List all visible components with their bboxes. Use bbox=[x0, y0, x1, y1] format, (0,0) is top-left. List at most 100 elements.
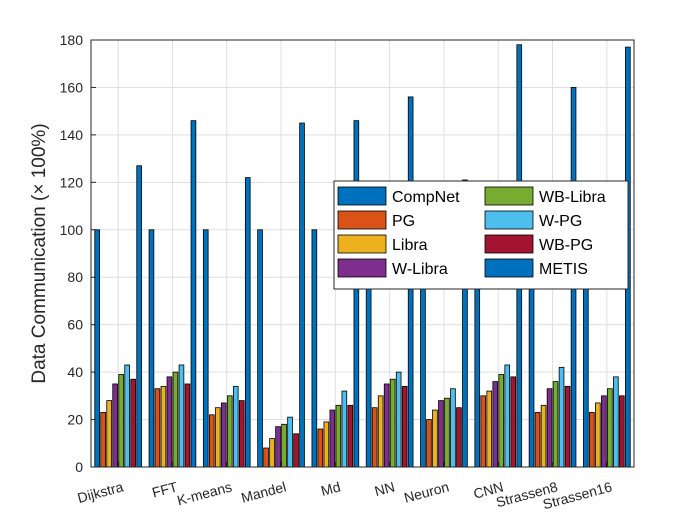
bar-pg-dijkstra bbox=[100, 412, 106, 468]
bar-wb-pg-cnn bbox=[510, 376, 517, 468]
legend-label-w-pg: W-PG bbox=[539, 213, 582, 230]
bar-pg-neuron bbox=[426, 419, 432, 468]
bar-pg-cnn bbox=[480, 395, 487, 468]
bar-metis-fft bbox=[190, 120, 197, 468]
y-tick-label: 140 bbox=[60, 127, 84, 143]
bar-wb-libra-md bbox=[335, 404, 342, 468]
x-tick-label: NN bbox=[373, 478, 397, 499]
y-tick-label: 120 bbox=[60, 174, 84, 190]
y-tick-label: 180 bbox=[60, 32, 84, 48]
bar-w-libra-mandel bbox=[275, 426, 281, 468]
bar-wb-libra-strassen8 bbox=[552, 381, 559, 468]
x-tick-label: FFT bbox=[150, 478, 179, 500]
legend: CompNet PG Libra W-Libra WB-Libra W-PG WB-PG ME… bbox=[333, 180, 629, 290]
bar-libra-mandel bbox=[269, 438, 275, 468]
bar-wb-pg-mandel bbox=[293, 433, 299, 468]
bar-w-pg-strassen8 bbox=[558, 366, 565, 468]
bar-w-pg-strassen16 bbox=[613, 376, 619, 468]
bar-wb-pg-md bbox=[347, 404, 354, 468]
legend-label-wb-pg: WB-PG bbox=[539, 237, 593, 254]
x-tick-label: Mandel bbox=[239, 478, 287, 505]
y-tick-label: 40 bbox=[67, 364, 83, 380]
bar-wb-pg-strassen8 bbox=[564, 385, 571, 468]
bar-libra-strassen16 bbox=[595, 402, 601, 468]
y-axis: 0 20 40 60 80 100 120 140 160 180 bbox=[60, 32, 96, 475]
legend-swatch-compnet bbox=[337, 186, 387, 206]
bar-wb-libra-dijkstra bbox=[118, 374, 124, 468]
bar-w-libra-nn bbox=[383, 383, 390, 468]
y-tick-label: 60 bbox=[67, 317, 83, 333]
bar-wb-pg-k-means bbox=[238, 400, 245, 468]
legend-swatch-pg bbox=[337, 210, 387, 230]
bar-pg-nn bbox=[371, 407, 378, 468]
legend-swatch-wb-pg bbox=[484, 234, 534, 254]
bar-metis-k-means bbox=[244, 177, 251, 468]
bar-w-libra-neuron bbox=[438, 400, 444, 468]
bar-pg-md bbox=[317, 428, 324, 468]
legend-label-pg: PG bbox=[392, 213, 415, 230]
bar-libra-md bbox=[323, 421, 330, 468]
x-tick-label: Neuron bbox=[402, 478, 450, 505]
bar-pg-k-means bbox=[208, 414, 215, 468]
plot-frame bbox=[90, 39, 635, 468]
bar-wb-libra-k-means bbox=[226, 395, 233, 468]
bar-w-libra-cnn bbox=[492, 381, 499, 468]
legend-label-wb-libra: WB-Libra bbox=[539, 189, 606, 206]
bar-wb-libra-fft bbox=[172, 371, 179, 468]
x-tick-label: K-means bbox=[175, 478, 233, 508]
bar-wb-pg-neuron bbox=[456, 407, 462, 468]
bar-wb-libra-mandel bbox=[281, 423, 287, 468]
bar-w-pg-md bbox=[341, 390, 348, 468]
bar-compnet-fft bbox=[148, 229, 155, 468]
bar-w-pg-cnn bbox=[504, 364, 511, 468]
bar-wb-libra-neuron bbox=[444, 397, 450, 468]
legend-swatch-w-pg bbox=[484, 210, 534, 230]
y-tick-label: 160 bbox=[60, 79, 84, 95]
legend-swatch-metis bbox=[484, 258, 534, 278]
legend-swatch-libra bbox=[337, 234, 387, 254]
bar-metis-mandel bbox=[299, 122, 305, 468]
legend-swatch-w-libra bbox=[337, 258, 387, 278]
bar-w-pg-fft bbox=[178, 364, 185, 468]
bar-w-pg-mandel bbox=[287, 416, 293, 468]
bar-libra-k-means bbox=[214, 407, 221, 468]
bar-libra-neuron bbox=[432, 409, 438, 468]
y-tick-label: 0 bbox=[75, 459, 83, 475]
bar-pg-mandel bbox=[263, 447, 269, 468]
bar-w-pg-k-means bbox=[232, 385, 239, 468]
bar-compnet-md bbox=[311, 229, 318, 468]
bar-w-libra-fft bbox=[166, 376, 173, 468]
bar-libra-cnn bbox=[486, 390, 493, 468]
bar-compnet-dijkstra bbox=[94, 229, 100, 468]
bar-metis-md bbox=[353, 120, 360, 468]
bar-wb-libra-nn bbox=[389, 378, 396, 468]
x-tick-label: CNN bbox=[472, 478, 505, 501]
bar-w-pg-dijkstra bbox=[124, 364, 130, 468]
x-tick-label: Dijkstra bbox=[76, 478, 125, 506]
bar-wb-pg-nn bbox=[401, 385, 408, 468]
bar-pg-strassen16 bbox=[589, 412, 595, 468]
bar-w-pg-neuron bbox=[450, 388, 456, 468]
bar-compnet-k-means bbox=[202, 229, 209, 468]
legend-label-w-libra: W-Libra bbox=[392, 261, 448, 278]
bar-w-libra-md bbox=[329, 409, 336, 468]
bar-metis-dijkstra bbox=[136, 165, 142, 468]
bar-pg-strassen8 bbox=[534, 412, 541, 468]
bar-libra-strassen8 bbox=[540, 404, 547, 468]
y-tick-label: 80 bbox=[67, 269, 83, 285]
y-axis-title: Data Communication (× 100%) bbox=[29, 123, 50, 383]
y-tick-label: 20 bbox=[67, 412, 83, 428]
legend-label-libra: Libra bbox=[392, 237, 428, 254]
bar-w-libra-dijkstra bbox=[112, 383, 118, 468]
y-tick-label: 100 bbox=[60, 222, 84, 238]
bar-wb-libra-strassen16 bbox=[607, 388, 613, 468]
bar-w-libra-strassen8 bbox=[546, 388, 553, 468]
bar-w-pg-nn bbox=[395, 371, 402, 468]
legend-swatch-wb-libra bbox=[484, 186, 534, 206]
bar-libra-fft bbox=[160, 385, 167, 468]
legend-label-compnet: CompNet bbox=[392, 189, 460, 206]
bar-w-libra-strassen16 bbox=[601, 395, 607, 468]
bar-wb-pg-strassen16 bbox=[619, 395, 625, 468]
